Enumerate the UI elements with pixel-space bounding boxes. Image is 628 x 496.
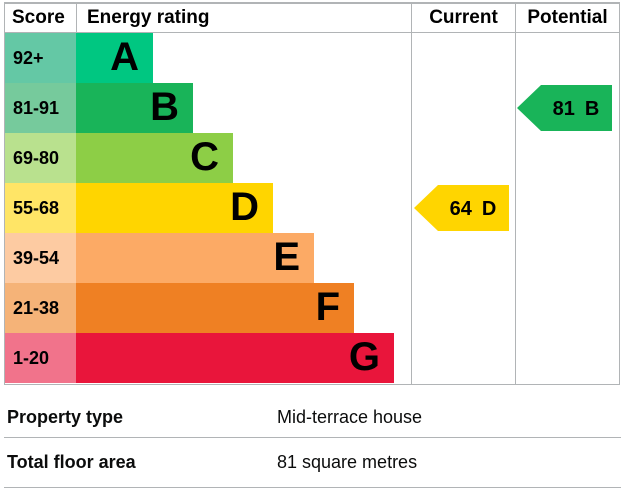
band-row-g: 1-20 G: [5, 333, 619, 383]
band-row-c: 69-80 C: [5, 133, 619, 183]
rating-bar-c: C: [76, 133, 233, 183]
chart-bottom-border: [4, 384, 620, 385]
current-column-divider: [411, 3, 412, 384]
detail-row-property-type: Property type Mid-terrace house: [4, 397, 621, 438]
rating-bar-d: D: [76, 183, 273, 233]
score-column-divider: [76, 3, 77, 33]
band-row-d: 55-68 D: [5, 183, 619, 233]
header-underline: [4, 32, 620, 33]
current-rating-arrow-label: 64 D: [450, 198, 497, 220]
band-row-a: 92+ A: [5, 33, 619, 83]
potential-rating-arrow: 81 B: [517, 85, 612, 131]
rating-bar-a: A: [76, 33, 153, 83]
detail-row-total-floor-area: Total floor area 81 square metres: [4, 438, 621, 488]
chart-right-border: [619, 3, 620, 384]
epc-chart: Score Energy rating Current Potential 92…: [4, 2, 620, 385]
column-header-score: Score: [12, 7, 65, 28]
score-range-label: 55-68: [5, 183, 76, 233]
rating-bar-g: G: [76, 333, 394, 383]
chart-top-border: [4, 2, 620, 4]
potential-rating-arrow-shape: [517, 85, 612, 131]
detail-label: Property type: [7, 406, 124, 427]
chart-left-border: [4, 3, 5, 384]
band-row-e: 39-54 E: [5, 233, 619, 283]
current-rating-arrow-shape: [414, 185, 509, 231]
score-range-label: 81-91: [5, 83, 76, 133]
band-row-f: 21-38 F: [5, 283, 619, 333]
current-rating-arrow: 64 D: [414, 185, 509, 231]
detail-value: Mid-terrace house: [277, 406, 423, 427]
column-header-current: Current: [429, 7, 498, 28]
rating-bar-e: E: [76, 233, 314, 283]
detail-value: 81 square metres: [277, 452, 418, 472]
band-row-b: 81-91 B: [5, 83, 619, 133]
potential-rating-arrow-label: 81 B: [553, 98, 600, 120]
detail-label: Total floor area: [7, 452, 136, 472]
score-range-label: 92+: [5, 33, 76, 83]
potential-column-divider: [515, 3, 516, 384]
rating-bar-b: B: [76, 83, 193, 133]
column-header-potential: Potential: [527, 7, 608, 28]
score-range-label: 21-38: [5, 283, 76, 333]
score-range-label: 69-80: [5, 133, 76, 183]
rating-bar-f: F: [76, 283, 354, 333]
score-range-label: 1-20: [5, 333, 76, 383]
property-details: Property type Mid-terrace house Total fl…: [4, 397, 621, 488]
column-header-energy-rating: Energy rating: [87, 7, 210, 28]
score-range-label: 39-54: [5, 233, 76, 283]
